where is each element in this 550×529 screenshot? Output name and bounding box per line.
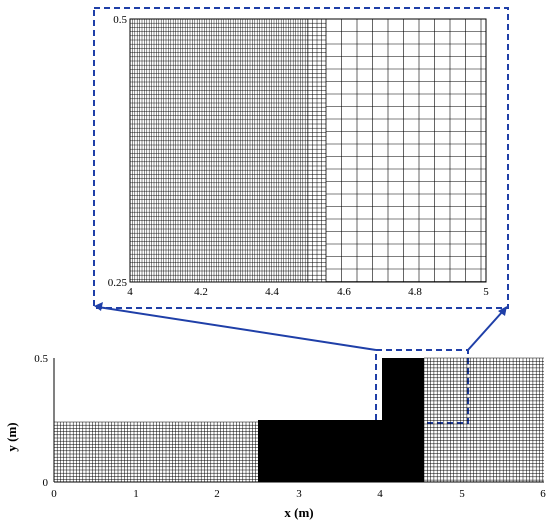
- callout-arrow-left-icon: [94, 302, 103, 311]
- inset-transition-mesh: [307, 18, 327, 282]
- main-x-axis-title: x (m): [284, 505, 313, 520]
- inset-y-tick-0-5: 0.5: [113, 14, 127, 26]
- callout-line-right: [467, 310, 504, 351]
- main-x-tick-6: 6: [540, 488, 546, 500]
- zoom-callout: [93, 7, 509, 424]
- main-x-tick-3: 3: [296, 488, 302, 500]
- main-y-tick-0: 0: [43, 477, 49, 489]
- main-x-tick-2: 2: [214, 488, 220, 500]
- main-x-tick-1: 1: [133, 488, 139, 500]
- main-x-tick-0: 0: [51, 488, 57, 500]
- inset-x-tick-5: 5: [483, 286, 489, 298]
- inset-dashed-border: [93, 7, 509, 309]
- inset-panel: 4 4.2 4.4 4.6 4.8 5 0.25 0.5: [108, 14, 490, 298]
- main-dense-block-upper: [382, 358, 424, 422]
- main-y-axis-title: y (m): [4, 422, 19, 451]
- main-dense-block-step: [258, 420, 424, 482]
- callout-line-left: [97, 306, 377, 351]
- main-panel: 0 1 2 3 4 5 6 0 0.5 x (m) y (m): [4, 353, 546, 520]
- inset-dense-mesh: [129, 18, 308, 282]
- inset-x-tick-4-2: 4.2: [194, 286, 208, 298]
- inset-x-tick-labels: 4 4.2 4.4 4.6 4.8 5: [127, 286, 489, 298]
- main-mesh: [53, 357, 544, 482]
- inset-y-tick-labels: 0.25 0.5: [108, 14, 128, 289]
- callout-arrow-right-icon: [498, 306, 507, 316]
- inset-plot-frame: [129, 18, 487, 283]
- main-y-tick-labels: 0 0.5: [34, 353, 48, 489]
- inset-x-tick-4: 4: [127, 286, 133, 298]
- inset-y-tick-0-25: 0.25: [108, 277, 128, 289]
- main-x-tick-5: 5: [459, 488, 465, 500]
- inset-x-tick-4-4: 4.4: [265, 286, 279, 298]
- inset-coarse-mesh: [325, 18, 486, 282]
- main-x-tick-4: 4: [377, 488, 383, 500]
- main-y-tick-0-5: 0.5: [34, 353, 48, 365]
- main-x-tick-labels: 0 1 2 3 4 5 6: [51, 488, 546, 500]
- inset-x-tick-4-8: 4.8: [408, 286, 422, 298]
- inset-x-tick-4-6: 4.6: [337, 286, 351, 298]
